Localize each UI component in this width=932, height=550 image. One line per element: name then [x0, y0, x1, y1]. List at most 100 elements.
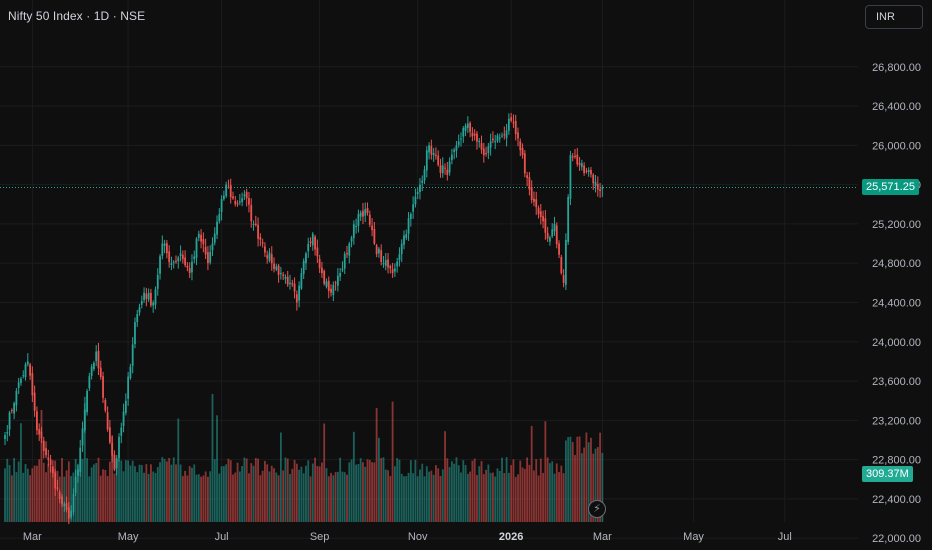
volume-bar	[389, 476, 392, 522]
candle-body	[220, 199, 223, 213]
volume-bar	[266, 464, 269, 522]
volume-bar	[384, 469, 387, 522]
volume-bar	[341, 471, 344, 522]
volume-bar	[145, 464, 148, 522]
volume-bar	[104, 469, 107, 522]
candle-body	[526, 175, 529, 179]
volume-bar	[530, 425, 533, 522]
volume-bar	[590, 437, 592, 522]
candle-body	[480, 143, 483, 150]
candle-body	[455, 145, 458, 151]
candle-body	[33, 392, 36, 411]
candle-body	[327, 280, 330, 291]
volume-bar	[234, 472, 237, 522]
candle-body	[193, 256, 196, 260]
volume-bar	[330, 472, 332, 522]
candle-body	[218, 214, 221, 222]
volume-bar	[83, 396, 86, 522]
candle-body	[143, 292, 145, 301]
volume-bar	[186, 475, 189, 522]
volume-bar	[314, 457, 316, 522]
candle-body	[503, 134, 506, 136]
volume-bar	[348, 462, 351, 522]
volume-bar	[243, 457, 246, 522]
candle-body	[248, 197, 250, 205]
volume-bar	[168, 457, 171, 522]
candle-body	[352, 224, 355, 238]
volume-bar	[138, 464, 141, 522]
price-tick-label: 26,800.00	[872, 62, 921, 74]
candle-body	[6, 432, 9, 434]
volume-bar	[218, 473, 221, 522]
volume-bar	[88, 476, 91, 522]
candle-body	[305, 253, 307, 264]
lightning-bolt-icon[interactable]: ⚡	[588, 500, 606, 518]
volume-bar	[131, 460, 134, 522]
volume-bar	[318, 466, 321, 522]
volume-bar	[558, 472, 560, 522]
currency-button[interactable]: INR	[865, 5, 923, 29]
candle-body	[295, 294, 298, 303]
candle-body	[156, 274, 159, 289]
candle-body	[314, 236, 316, 250]
volume-bar	[170, 464, 173, 522]
candle-body	[300, 273, 303, 289]
volume-bar	[47, 464, 50, 522]
candle-body	[460, 138, 462, 140]
volume-bar	[197, 474, 200, 522]
volume-bar	[154, 473, 157, 522]
volume-bar	[291, 468, 294, 522]
volume-bar	[295, 463, 298, 522]
volume-bar	[599, 432, 601, 522]
candle-body	[510, 117, 513, 121]
candle-body	[67, 507, 70, 519]
volume-bar	[441, 469, 444, 522]
volume-bar	[15, 472, 18, 522]
candle-body	[492, 138, 494, 141]
candle-body	[423, 169, 426, 181]
volume-bar	[535, 459, 538, 522]
volume-bar	[352, 431, 355, 522]
candle-body	[414, 196, 417, 205]
volume-bar	[387, 470, 389, 522]
volume-bar	[446, 458, 449, 522]
candlesticks	[4, 112, 604, 525]
volume-bar	[70, 476, 73, 522]
volume-bar	[382, 457, 385, 522]
candle-body	[191, 261, 193, 273]
volume-bar	[409, 460, 412, 522]
volume-bar	[31, 468, 34, 522]
candle-body	[72, 493, 75, 513]
volume-bar	[480, 461, 483, 522]
candle-body	[558, 243, 560, 255]
candle-body	[494, 141, 497, 143]
volume-bar	[537, 475, 540, 522]
volume-bar	[571, 442, 574, 522]
time-tick-label: May	[118, 531, 139, 543]
candle-body	[49, 459, 52, 466]
candle-body	[108, 427, 111, 443]
volume-bar	[332, 475, 335, 522]
volume-bar	[321, 462, 323, 522]
candle-body	[81, 428, 84, 446]
volume-bar	[13, 458, 16, 522]
volume-bar	[293, 459, 296, 522]
volume-bar	[259, 475, 262, 522]
candle-body	[432, 152, 435, 156]
candle-body	[371, 225, 373, 231]
volume-bar	[380, 458, 383, 522]
time-tick-label: Jul	[778, 531, 792, 543]
candle-body	[528, 177, 531, 190]
candle-body	[241, 198, 244, 202]
candle-body	[501, 135, 503, 137]
volume-bar	[564, 440, 567, 522]
candle-body	[473, 133, 476, 136]
candle-body	[204, 246, 207, 255]
candle-body	[111, 442, 114, 456]
candle-body	[61, 496, 63, 505]
volume-bar	[444, 431, 446, 522]
volume-bar	[102, 469, 104, 522]
volume-bar	[435, 465, 437, 522]
candle-body	[136, 314, 139, 323]
